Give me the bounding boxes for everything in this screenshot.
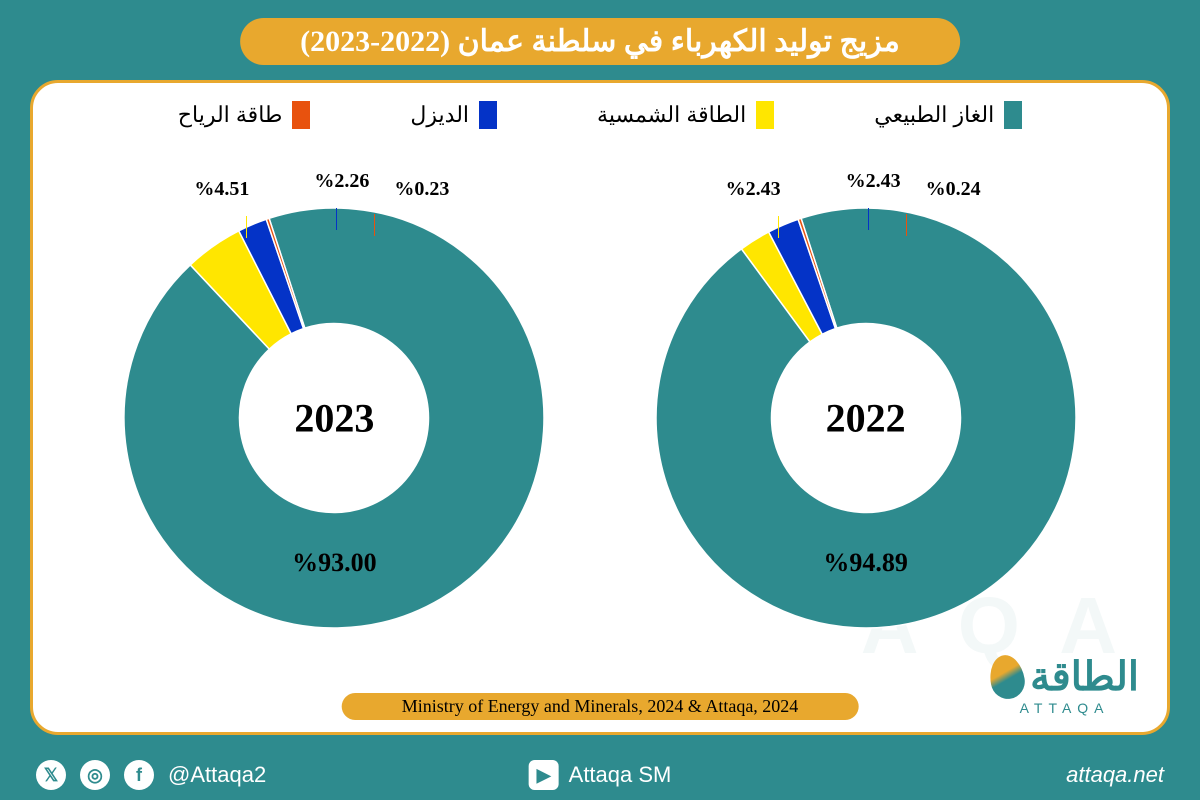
slice-label: %2.26 [314,170,369,193]
legend-item: الغاز الطبيعي [874,101,1022,129]
source-bar: Ministry of Energy and Minerals, 2024 & … [342,693,859,720]
legend-item: طاقة الرياح [178,101,311,129]
social-center: ▶ Attaqa SM [529,760,672,790]
legend-swatch [292,101,310,129]
logo-text: الطاقة [1030,654,1139,700]
slice-label: %2.43 [846,170,901,193]
legend-swatch [756,101,774,129]
legend: الغاز الطبيعي الطاقة الشمسية الديزل طاقة ال… [33,101,1167,129]
social-left: 𝕏 ◎ f @Attaqa2 [36,760,266,790]
legend-item: الديزل [410,101,497,129]
leader-line [336,208,337,230]
legend-item: الطاقة الشمسية [597,101,774,129]
slice-label: %0.23 [394,178,449,201]
slice-label-main: %94.89 [823,548,908,578]
slice-label: %0.24 [926,178,981,201]
logo-subtext: ATTAQA [990,700,1139,716]
social-handle-2: Attaqa SM [569,762,672,788]
charts-row: 2022 %94.89 %2.43 %2.43 %0.24 2023 %93.00 %4.51… [33,163,1167,672]
youtube-icon: ▶ [529,760,559,790]
leader-line [778,216,779,238]
donut-chart-2022: 2022%94.89%2.43%2.43%0.24 [636,188,1096,648]
legend-label: الغاز الطبيعي [874,102,994,128]
chart-panel: A Q A الغاز الطبيعيالطاقة الشمسيةالديزلط… [30,80,1170,735]
bottom-bar: 𝕏 ◎ f @Attaqa2 ▶ Attaqa SM attaqa.net [0,750,1200,800]
slice-label: %4.51 [194,178,249,201]
logo-drop-icon [987,652,1028,701]
leader-line [868,208,869,230]
legend-label: طاقة الرياح [178,102,283,128]
site-url: attaqa.net [1066,762,1164,788]
legend-swatch [479,101,497,129]
legend-label: الطاقة الشمسية [597,102,746,128]
legend-label: الديزل [410,102,469,128]
title-bar: مزيج توليد الكهرباء في سلطنة عمان (2022-… [240,18,960,65]
leader-line [374,214,375,236]
chart-year-label: 2023 [294,394,374,441]
leader-line [246,216,247,238]
attaqa-logo: الطاقة ATTAQA [990,654,1139,716]
legend-swatch [1004,101,1022,129]
social-handle-1: @Attaqa2 [168,762,266,788]
x-icon: 𝕏 [36,760,66,790]
instagram-icon: ◎ [80,760,110,790]
chart-year-label: 2022 [826,394,906,441]
donut-chart-2023: 2023%93.00%4.51%2.26%0.23 [104,188,564,648]
slice-label: %2.43 [726,178,781,201]
leader-line [906,214,907,236]
facebook-icon: f [124,760,154,790]
slice-label-main: %93.00 [292,548,377,578]
